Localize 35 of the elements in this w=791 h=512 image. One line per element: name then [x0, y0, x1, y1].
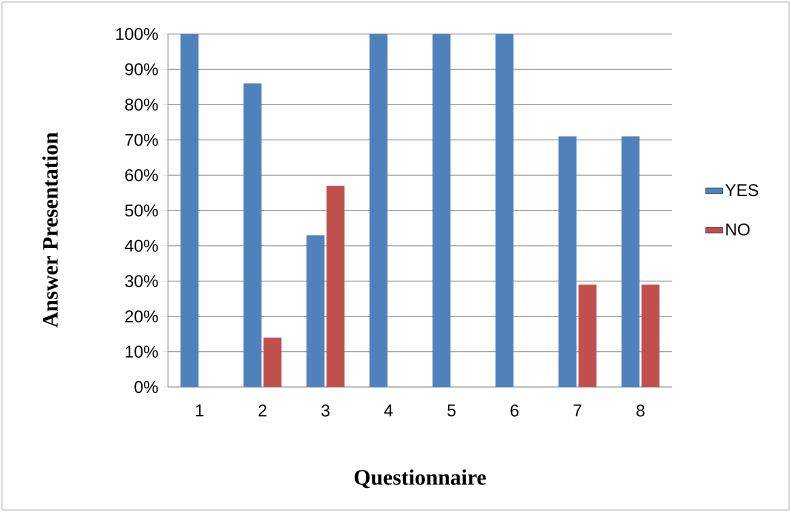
- bar: [642, 284, 660, 387]
- y-tick-label: 100%: [116, 28, 158, 40]
- y-tick-label: 50%: [125, 204, 158, 217]
- x-tick-label: 7: [574, 404, 582, 416]
- bar: [264, 338, 282, 387]
- bar: [244, 83, 262, 387]
- x-tick-label: 5: [447, 404, 456, 416]
- bar: [432, 34, 450, 387]
- y-tick-label: 70%: [125, 134, 158, 146]
- bar: [326, 186, 345, 387]
- y-tick-label: 30%: [125, 275, 158, 288]
- bar: [180, 34, 199, 387]
- bar: [370, 34, 388, 387]
- x-tick-label: 2: [258, 404, 266, 416]
- y-tick-label: 40%: [124, 240, 158, 252]
- y-tick-label: 90%: [125, 63, 158, 76]
- x-tick-label: 6: [510, 404, 518, 417]
- x-axis-title: Questionnaire: [354, 469, 486, 488]
- x-tick-label: 8: [636, 404, 644, 417]
- bar: [496, 34, 514, 387]
- legend-label: YES: [725, 184, 758, 196]
- y-tick-label: 0%: [134, 380, 158, 394]
- x-tick-label: 1: [196, 404, 204, 416]
- bar: [622, 136, 640, 387]
- y-tick-label: 60%: [125, 169, 158, 182]
- y-tick-label: 10%: [126, 346, 158, 358]
- y-tick-label: 80%: [125, 98, 158, 111]
- x-tick-label: 3: [321, 404, 330, 417]
- x-tick-label: 4: [384, 404, 393, 416]
- bar: [306, 235, 325, 387]
- y-axis-title: Answer Presentation: [42, 132, 58, 328]
- bar: [578, 284, 596, 387]
- bar: [558, 136, 576, 387]
- legend-label: NO: [726, 224, 750, 236]
- y-tick-label: 20%: [125, 310, 158, 322]
